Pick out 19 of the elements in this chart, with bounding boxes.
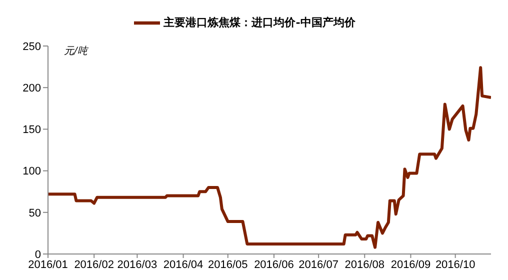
line-series <box>48 66 491 249</box>
x-tick-label: 2016/09 <box>390 258 431 271</box>
x-tick-label: 2016/07 <box>298 258 338 271</box>
x-tick-label: 2016/03 <box>117 258 158 271</box>
y-tick-label: 0 <box>34 248 41 261</box>
x-tick-label: 2016/05 <box>208 258 248 271</box>
x-tick-label: 2016/02 <box>74 258 114 271</box>
y-tick-label: 200 <box>22 82 41 95</box>
x-tick-label: 2016/01 <box>28 258 68 271</box>
y-tick-label: 250 <box>22 40 41 53</box>
y-tick-label: 150 <box>22 124 41 136</box>
x-tick-label: 2016/06 <box>254 258 294 271</box>
x-tick-label: 2016/08 <box>344 258 385 271</box>
y-tick-label: 100 <box>22 166 41 178</box>
legend-label: 主要港口炼焦煤：进口均价-中国产均价 <box>164 16 356 29</box>
x-tick-label: 2016/10 <box>435 258 476 271</box>
y-tick-label: 50 <box>28 207 41 220</box>
y-axis-title: 元/吨 <box>64 44 88 58</box>
x-tick-label: 2016/04 <box>163 258 204 271</box>
